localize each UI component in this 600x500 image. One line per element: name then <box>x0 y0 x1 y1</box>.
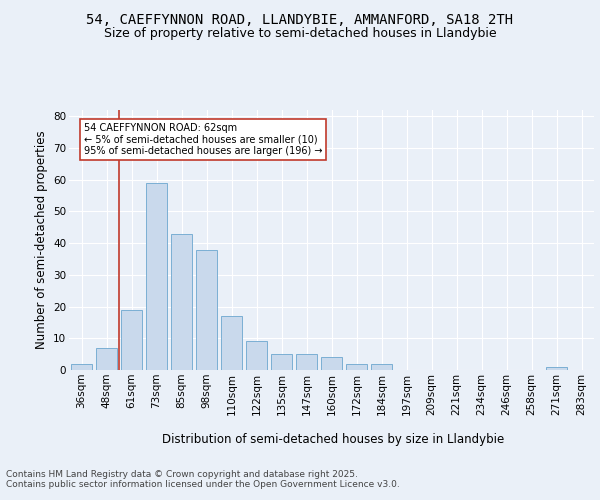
Bar <box>196 250 217 370</box>
Text: Size of property relative to semi-detached houses in Llandybie: Size of property relative to semi-detach… <box>104 28 496 40</box>
Text: Contains HM Land Registry data © Crown copyright and database right 2025.
Contai: Contains HM Land Registry data © Crown c… <box>6 470 400 490</box>
Bar <box>296 354 317 370</box>
Bar <box>321 358 342 370</box>
Bar <box>71 364 92 370</box>
Bar <box>221 316 242 370</box>
Text: 54 CAEFFYNNON ROAD: 62sqm
← 5% of semi-detached houses are smaller (10)
95% of s: 54 CAEFFYNNON ROAD: 62sqm ← 5% of semi-d… <box>84 122 323 156</box>
Text: 54, CAEFFYNNON ROAD, LLANDYBIE, AMMANFORD, SA18 2TH: 54, CAEFFYNNON ROAD, LLANDYBIE, AMMANFOR… <box>86 12 514 26</box>
Bar <box>121 310 142 370</box>
Bar <box>371 364 392 370</box>
Text: Distribution of semi-detached houses by size in Llandybie: Distribution of semi-detached houses by … <box>162 432 504 446</box>
Bar <box>146 183 167 370</box>
Bar <box>346 364 367 370</box>
Bar <box>96 348 117 370</box>
Bar <box>171 234 192 370</box>
Bar <box>271 354 292 370</box>
Y-axis label: Number of semi-detached properties: Number of semi-detached properties <box>35 130 47 350</box>
Bar <box>246 342 267 370</box>
Bar <box>546 367 567 370</box>
